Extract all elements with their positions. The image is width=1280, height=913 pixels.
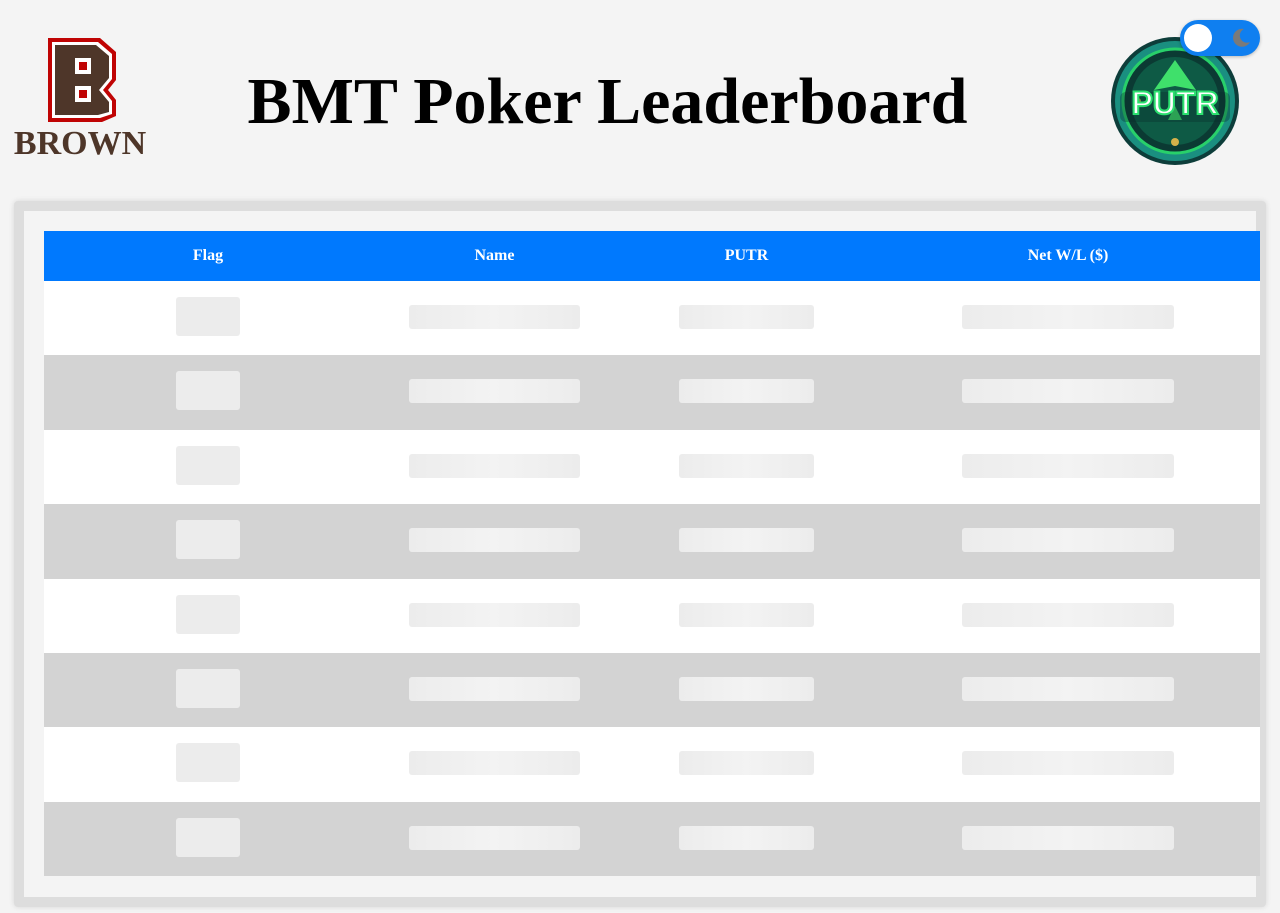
flag-placeholder: [176, 371, 240, 411]
name-placeholder: [409, 751, 580, 776]
putr-chip-logo-icon: PUTR: [1111, 37, 1239, 165]
table-row: [44, 429, 1260, 505]
putr-placeholder: [679, 751, 814, 776]
net-wl-placeholder: [962, 528, 1174, 553]
leaderboard-panel: Flag Name PUTR Net W/L ($): [14, 201, 1266, 907]
name-placeholder: [409, 453, 580, 478]
putr-placeholder: [679, 676, 814, 701]
name-placeholder: [409, 528, 580, 553]
column-header-net-wl[interactable]: Net W/L ($): [1027, 247, 1109, 264]
net-wl-placeholder: [962, 379, 1174, 404]
net-wl-placeholder: [962, 825, 1174, 850]
column-header-name[interactable]: Name: [474, 247, 515, 264]
net-wl-placeholder: [962, 676, 1174, 701]
putr-placeholder: [679, 528, 814, 553]
table-row: [44, 801, 1260, 877]
net-wl-placeholder: [962, 305, 1174, 329]
brown-b-logo-icon: BROWN: [14, 38, 146, 160]
flag-placeholder: [176, 817, 240, 857]
svg-text:PUTR: PUTR: [1131, 85, 1218, 121]
svg-text:BROWN: BROWN: [14, 125, 146, 160]
table-body: [44, 281, 1260, 877]
name-placeholder: [409, 602, 580, 627]
name-placeholder: [409, 676, 580, 701]
theme-toggle[interactable]: [1180, 20, 1260, 56]
toggle-knob[interactable]: [1184, 24, 1212, 52]
table-row: [44, 504, 1260, 579]
putr-placeholder: [679, 602, 814, 627]
table-header: Flag Name PUTR Net W/L ($): [44, 231, 1260, 281]
flag-placeholder: [176, 297, 240, 336]
table-row: [44, 727, 1260, 802]
moon-icon: [1233, 28, 1250, 47]
putr-placeholder: [679, 453, 814, 478]
name-placeholder: [409, 825, 580, 850]
name-placeholder: [409, 305, 580, 329]
name-placeholder: [409, 379, 580, 404]
flag-placeholder: [176, 743, 240, 783]
leaderboard-table: Flag Name PUTR Net W/L ($): [44, 231, 1260, 877]
table-row: [44, 578, 1260, 653]
net-wl-placeholder: [962, 602, 1174, 627]
flag-placeholder: [176, 520, 240, 560]
leaderboard-inner: Flag Name PUTR Net W/L ($): [24, 211, 1260, 897]
flag-placeholder: [176, 668, 240, 708]
putr-placeholder: [679, 305, 814, 329]
table-row: [44, 281, 1260, 356]
column-header-putr[interactable]: PUTR: [724, 247, 769, 264]
putr-placeholder: [679, 379, 814, 404]
page-title: BMT Poker Leaderboard: [247, 65, 968, 138]
table-row: [44, 652, 1260, 728]
table-row: [44, 355, 1260, 430]
flag-placeholder: [176, 594, 240, 634]
column-header-flag[interactable]: Flag: [192, 247, 224, 264]
net-wl-placeholder: [962, 751, 1174, 776]
flag-placeholder: [176, 445, 240, 485]
putr-placeholder: [679, 825, 814, 850]
net-wl-placeholder: [962, 453, 1174, 478]
